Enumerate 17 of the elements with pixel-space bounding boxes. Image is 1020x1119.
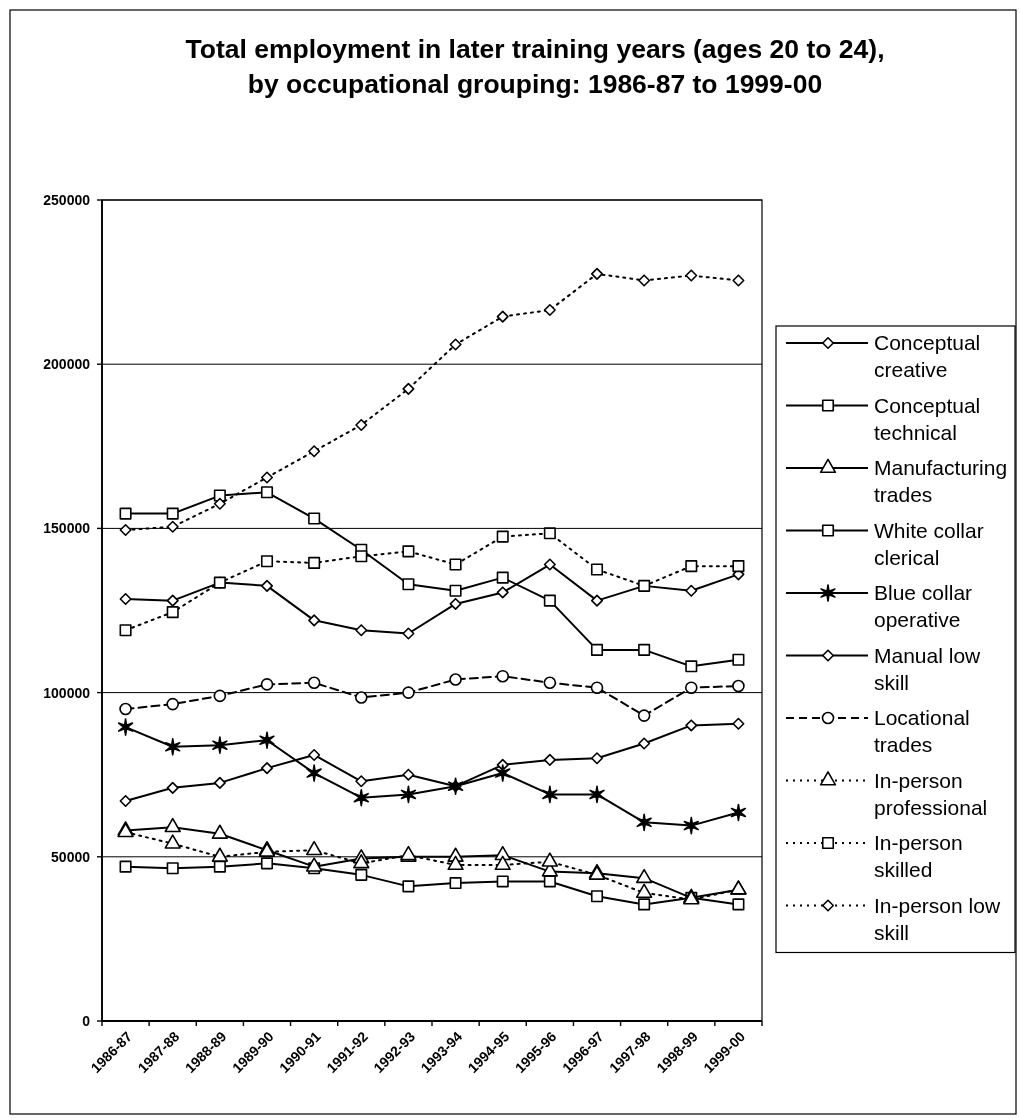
y-tick-label: 200000: [43, 356, 91, 373]
y-tick-label: 100000: [43, 684, 91, 701]
legend-label: Manual low skill: [874, 643, 982, 694]
y-tick-label: 250000: [43, 191, 91, 208]
legend-label: White collar clerical: [874, 518, 984, 569]
y-tick-label: 0: [82, 1012, 91, 1029]
legend-label: In-person low skill: [874, 893, 1001, 944]
legend-label: Locational trades: [874, 706, 970, 757]
legend-label: Manufacturing trades: [874, 456, 1008, 507]
chart-title: Total employment in later training years (ages 20 to 24), by occupational grouping: 1986-87 to 1999-00: [185, 34, 885, 99]
legend-label: In-person skilled: [874, 831, 963, 882]
legend-label: Conceptual technical: [874, 393, 981, 444]
y-tick-label: 50000: [51, 848, 91, 865]
legend-label: Blue collar operative: [874, 581, 973, 632]
y-tick-label: 150000: [43, 520, 91, 537]
legend-label: In-person professional: [874, 768, 988, 819]
legend-label: Conceptual creative: [874, 331, 981, 382]
